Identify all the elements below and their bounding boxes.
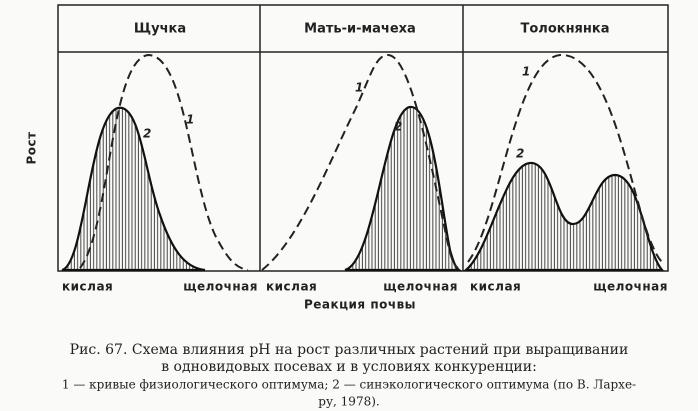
curve-label: 1 [186, 113, 194, 127]
curve-2 [344, 105, 463, 272]
caption-line: Рис. 67. Схема влияния pH на рост различ… [70, 342, 629, 358]
curve-1 [467, 53, 663, 263]
x-axis-label: Реакция почвы [304, 298, 416, 312]
x-label-right: щелочная [593, 280, 668, 294]
curve-label: 2 [394, 120, 402, 134]
x-label-right: щелочная [183, 280, 258, 294]
x-label-left: кислая [62, 280, 113, 294]
y-axis-label: Рост [25, 131, 39, 164]
x-label-left: кислая [266, 280, 317, 294]
panel-title: Мать-и-мачеха [304, 22, 416, 37]
curve-label: 1 [522, 65, 530, 79]
x-label-right: щелочная [383, 280, 458, 294]
curve-1 [261, 53, 459, 271]
x-label-left: кислая [470, 280, 521, 294]
caption-line: в одновидовых посевах и в условиях конку… [161, 359, 537, 375]
panel-title: Толокнянка [521, 22, 610, 37]
curve-1 [79, 53, 249, 271]
curve-label: 1 [355, 81, 363, 95]
panel-title: Щучка [134, 22, 186, 37]
caption-line: 1 — кривые физиологического оптимума; 2 … [62, 378, 636, 392]
curve-label: 2 [516, 147, 524, 161]
curve-2 [61, 106, 206, 272]
curve-label: 2 [143, 127, 151, 141]
caption-line: ру, 1978). [318, 395, 379, 409]
